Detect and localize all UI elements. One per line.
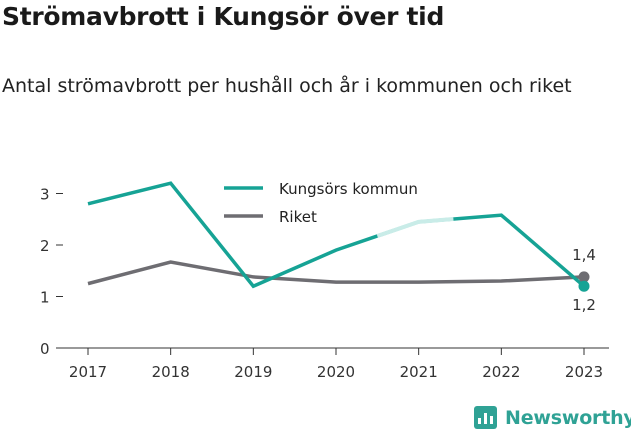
bar-chart-icon xyxy=(474,406,497,429)
legend-label: Kungsörs kommun xyxy=(279,180,418,198)
chart-subtitle: Antal strömavbrott per hushåll och år i … xyxy=(2,75,572,97)
y-tick-label: 2 xyxy=(40,237,50,255)
x-tick-label: 2019 xyxy=(234,363,272,381)
chart-title: Strömavbrott i Kungsör över tid xyxy=(2,2,445,31)
riket-end-marker xyxy=(578,271,590,283)
x-tick-label: 2018 xyxy=(152,363,190,381)
brand-name: Newsworthy xyxy=(505,406,631,429)
x-tick-label: 2017 xyxy=(69,363,107,381)
series-line-riket xyxy=(87,260,585,286)
newsworthy-logo: Newsworthy xyxy=(474,406,631,429)
kungsor-end-label: 1,2 xyxy=(572,296,596,314)
x-tick-label: 2023 xyxy=(565,363,603,381)
legend-label: Riket xyxy=(279,208,317,226)
series-line-kungsor xyxy=(87,181,586,289)
series-line-kungsor-uncertain xyxy=(376,217,454,238)
x-axis: 2017 2018 2019 2020 2021 2022 2023 xyxy=(63,347,609,381)
kungsor-end-marker xyxy=(578,280,590,292)
legend: Kungsörs kommun Riket xyxy=(224,180,418,226)
riket-end-label: 1,4 xyxy=(572,246,596,264)
y-tick-label: 3 xyxy=(40,186,50,204)
x-tick-label: 2020 xyxy=(317,363,355,381)
x-tick-label: 2022 xyxy=(482,363,520,381)
plot-area: 1,4 1,2 xyxy=(87,181,596,314)
y-tick-label: 0 xyxy=(40,340,50,358)
y-tick-label: 1 xyxy=(40,289,50,307)
y-axis: 0 1 2 3 xyxy=(40,186,63,358)
x-tick-label: 2021 xyxy=(400,363,438,381)
